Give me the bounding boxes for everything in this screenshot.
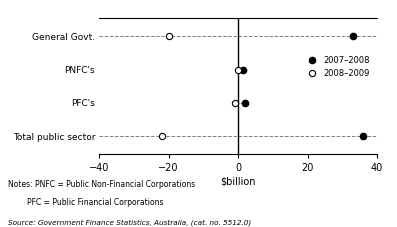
Text: Notes: PNFC = Public Non-Financial Corporations: Notes: PNFC = Public Non-Financial Corpo… (8, 180, 195, 189)
Text: PFC = Public Financial Corporations: PFC = Public Financial Corporations (8, 198, 164, 207)
Text: Source: Government Finance Statistics, Australia, (cat. no. 5512.0): Source: Government Finance Statistics, A… (8, 220, 251, 226)
X-axis label: $billion: $billion (220, 176, 256, 186)
Legend: 2007–2008, 2008–2009: 2007–2008, 2008–2009 (301, 52, 373, 81)
